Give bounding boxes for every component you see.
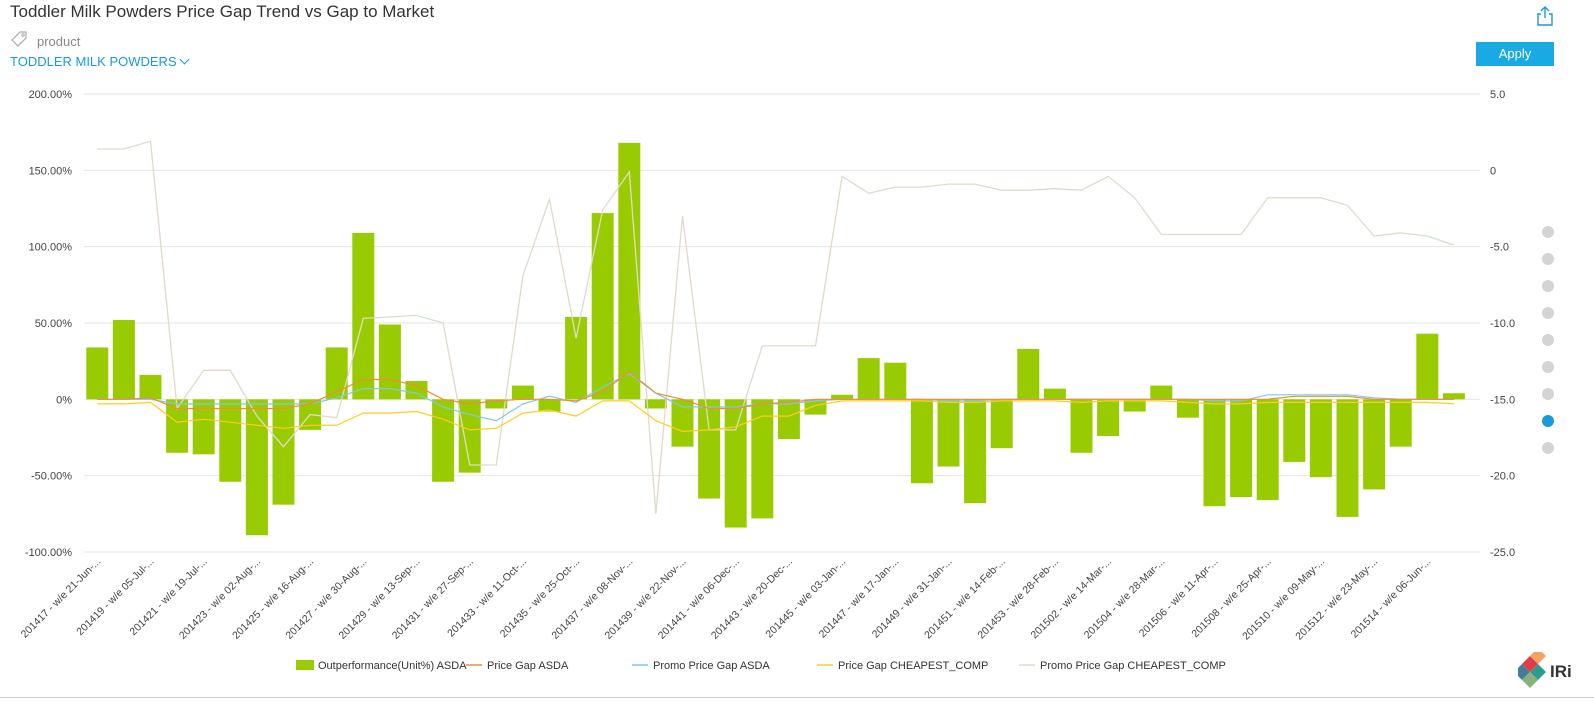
bar — [857, 358, 880, 400]
legend-label: Promo Price Gap ASDA — [653, 660, 770, 672]
page-dot[interactable] — [1542, 253, 1554, 265]
price-gap-asda-line — [97, 371, 1454, 410]
filter-value: TODDLER MILK POWDERS — [10, 54, 177, 69]
product-filter-dropdown[interactable]: TODDLER MILK POWDERS — [10, 54, 190, 69]
chart-title: Toddler Milk Powders Price Gap Trend vs … — [10, 2, 435, 21]
bar — [724, 399, 747, 528]
y-tick-right: 5.0 — [1490, 89, 1505, 101]
bar — [591, 213, 614, 400]
bar — [1389, 399, 1412, 447]
bar — [1442, 393, 1465, 400]
bar — [937, 399, 960, 467]
page-dot[interactable] — [1542, 415, 1554, 427]
bar — [432, 399, 455, 482]
bar — [751, 399, 774, 519]
bar — [1336, 399, 1359, 517]
bar — [1150, 385, 1173, 400]
y-tick-left: 200.00% — [29, 89, 73, 101]
filter-label: product — [37, 34, 81, 49]
bar — [245, 399, 268, 536]
bar — [1309, 399, 1332, 478]
y-tick-right: -5.0 — [1490, 242, 1509, 254]
bar — [1416, 333, 1439, 400]
y-tick-right: -20.0 — [1490, 471, 1515, 483]
bar — [618, 142, 641, 400]
page-dot[interactable] — [1542, 388, 1554, 400]
iri-logo: IRi — [1518, 652, 1572, 688]
bar — [272, 399, 295, 505]
y-tick-right: 0 — [1490, 165, 1496, 177]
legend-label: Price Gap ASDA — [487, 660, 569, 672]
logo-text: IRi — [1550, 662, 1572, 681]
bar — [192, 399, 215, 455]
bar — [644, 399, 667, 409]
divider — [0, 697, 1594, 698]
bar — [698, 399, 721, 499]
bar — [458, 399, 481, 473]
bar — [884, 362, 907, 400]
page-dot[interactable] — [1542, 442, 1554, 454]
apply-button[interactable]: Apply — [1476, 42, 1554, 66]
y-tick-left: -50.00% — [31, 471, 72, 483]
bar — [352, 232, 375, 400]
y-tick-left: 150.00% — [29, 165, 73, 177]
legend-swatch — [296, 660, 314, 670]
y-tick-left: -100.00% — [25, 547, 72, 559]
bar — [86, 347, 109, 400]
page-dot[interactable] — [1542, 226, 1554, 238]
bar — [1363, 399, 1386, 490]
bar — [405, 381, 428, 400]
promo-price-gap-asda-line — [97, 372, 1454, 422]
bar — [1256, 399, 1279, 501]
bar — [671, 399, 694, 447]
bar — [485, 399, 508, 409]
bar — [804, 399, 827, 415]
bar — [219, 399, 242, 482]
bar — [1017, 348, 1040, 400]
bar — [964, 399, 987, 504]
bar — [538, 399, 561, 412]
bar — [1097, 399, 1120, 436]
y-tick-right: -25.0 — [1490, 547, 1515, 559]
share-icon[interactable] — [1536, 6, 1554, 26]
y-tick-left: 100.00% — [29, 242, 73, 254]
y-tick-right: -15.0 — [1490, 394, 1515, 406]
tag-icon — [11, 31, 27, 47]
page-dot[interactable] — [1542, 334, 1554, 346]
bar — [1043, 388, 1066, 400]
legend-label: Promo Price Gap CHEAPEST_COMP — [1040, 660, 1226, 672]
bar — [325, 347, 348, 400]
y-tick-right: -10.0 — [1490, 318, 1515, 330]
bar — [139, 374, 162, 400]
y-tick-left: 0% — [56, 394, 72, 406]
y-tick-left: 50.00% — [35, 318, 73, 330]
bar — [112, 319, 135, 400]
bar — [910, 399, 933, 484]
bar — [831, 394, 854, 400]
bar — [1070, 399, 1093, 453]
page-dots — [1542, 226, 1554, 469]
page-dot[interactable] — [1542, 361, 1554, 373]
bar — [1203, 399, 1226, 507]
bar — [166, 399, 189, 453]
bar — [1283, 399, 1306, 462]
bar — [511, 385, 534, 400]
bar — [777, 399, 800, 440]
legend-label: Outperformance(Unit%) ASDA — [318, 660, 467, 672]
price-gap-cheapest-line — [97, 400, 1454, 433]
bar — [1176, 399, 1199, 418]
bar — [990, 399, 1013, 449]
bar — [1123, 399, 1146, 412]
page-dot[interactable] — [1542, 280, 1554, 292]
legend-label: Price Gap CHEAPEST_COMP — [838, 660, 988, 672]
bar — [565, 316, 588, 400]
bar — [1230, 399, 1253, 498]
promo-price-gap-cheapest-line — [97, 140, 1455, 514]
page-dot[interactable] — [1542, 307, 1554, 319]
